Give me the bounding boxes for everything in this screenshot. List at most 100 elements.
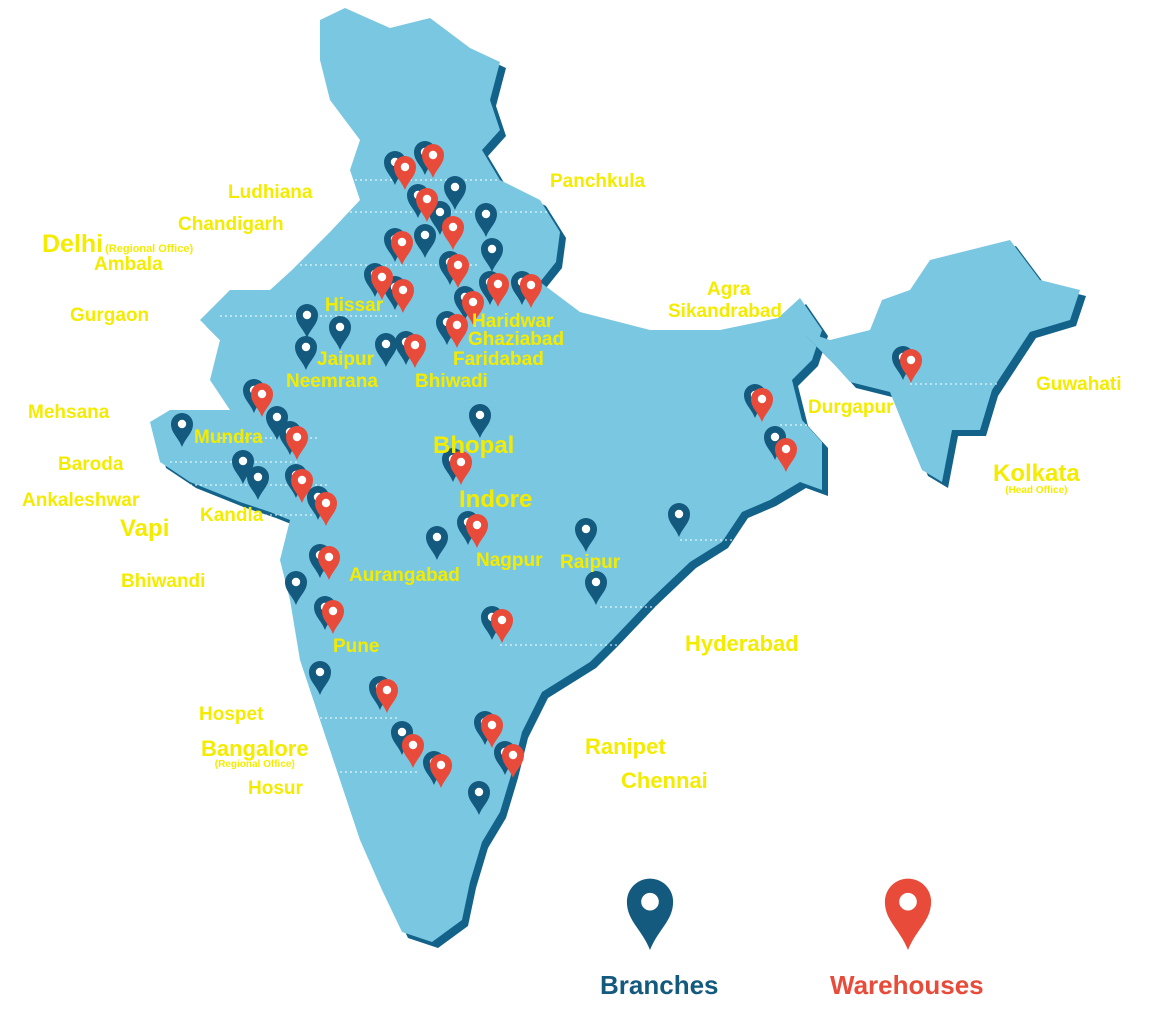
city-name: Durgapur — [808, 397, 894, 418]
city-label-haridwar: Haridwar — [472, 312, 553, 331]
city-label-bhopal: Bhopal — [433, 434, 514, 458]
city-label-gurgaon: Gurgaon — [70, 306, 149, 325]
city-name: Kolkata — [993, 460, 1080, 487]
branch-legend-icon — [626, 878, 674, 950]
branch-pin — [426, 526, 448, 560]
city-name: Sikandrabad — [668, 301, 783, 322]
city-label-aurangabad: Aurangabad — [349, 566, 460, 585]
branch-pin — [266, 406, 288, 440]
city-label-bangalore: Bangalore (Regional Office) — [201, 738, 309, 770]
city-label-delhi: Delhi (Regional Office) — [42, 232, 193, 257]
city-note: (Regional Office) — [214, 759, 295, 770]
branch-pin — [391, 721, 413, 755]
city-name: Baroda — [58, 454, 124, 475]
warehouse-pin — [391, 231, 413, 265]
city-label-sikandrabad: Sikandrabad — [668, 302, 782, 321]
branch-pin — [444, 176, 466, 210]
branch-pin — [668, 503, 690, 537]
city-label-raipur: Raipur — [560, 553, 620, 572]
branch-pin — [247, 466, 269, 500]
city-label-hissar: Hissar — [325, 296, 383, 315]
branch-pin — [475, 203, 497, 237]
warehouse-pin — [371, 266, 393, 300]
city-name: Kandla — [200, 505, 264, 526]
branch-pin — [329, 316, 351, 350]
city-name: Faridabad — [453, 349, 544, 370]
warehouse-pin — [462, 291, 484, 325]
city-name: Mundra — [194, 427, 263, 448]
warehouse-pin — [442, 216, 464, 250]
city-name: Ankaleshwar — [22, 490, 140, 511]
city-label-hospet: Hospet — [199, 705, 263, 724]
warehouse-pin — [392, 279, 414, 313]
city-label-indore: Indore — [459, 488, 532, 512]
warehouse-pin — [900, 349, 922, 383]
city-name: Neemrana — [286, 371, 378, 392]
warehouse-pin — [286, 426, 308, 460]
branch-pin — [764, 426, 786, 460]
city-label-mundra: Mundra — [194, 428, 263, 447]
city-name: Hyderabad — [685, 631, 799, 656]
warehouse-pin — [422, 144, 444, 178]
city-label-baroda: Baroda — [58, 455, 123, 474]
city-name: Ghaziabad — [468, 329, 565, 350]
warehouse-pin — [775, 438, 797, 472]
city-label-chennai: Chennai — [621, 770, 708, 792]
warehouse-pin — [450, 451, 472, 485]
warehouse-pin — [447, 254, 469, 288]
warehouse-pin — [318, 546, 340, 580]
map-pins — [171, 141, 922, 815]
city-name: Indore — [459, 486, 533, 513]
city-note: (Regional Office) — [105, 243, 194, 255]
city-name: Bangalore — [201, 736, 309, 761]
city-name: Hospet — [199, 704, 264, 725]
city-label-agra: Agra — [707, 280, 750, 299]
city-name: Gurgaon — [70, 305, 150, 326]
warehouse-pin — [376, 679, 398, 713]
city-name: Pune — [333, 636, 380, 657]
warehouse-pin — [416, 188, 438, 222]
city-name: Ambala — [94, 254, 163, 275]
warehouse-pin — [322, 600, 344, 634]
city-name: Nagpur — [476, 550, 543, 571]
city-name: Haridwar — [472, 311, 554, 332]
city-label-guwahati: Guwahati — [1036, 375, 1122, 394]
city-label-ranipet: Ranipet — [585, 736, 666, 758]
city-label-pune: Pune — [333, 637, 379, 656]
city-label-durgapur: Durgapur — [808, 398, 894, 417]
city-label-faridabad: Faridabad — [453, 350, 544, 369]
city-label-jaipur: Jaipur — [317, 350, 374, 369]
city-label-vapi: Vapi — [120, 517, 169, 541]
warehouse-pin — [502, 744, 524, 778]
city-name: Hissar — [325, 295, 384, 316]
northeast-region — [800, 240, 1080, 482]
branch-pin — [232, 450, 254, 484]
branch-pin — [171, 413, 193, 447]
city-name: Hosur — [248, 778, 303, 799]
city-name: Chandigarh — [178, 214, 284, 235]
warehouse-pin — [466, 514, 488, 548]
city-label-hosur: Hosur — [248, 779, 303, 798]
city-name: Ludhiana — [228, 182, 313, 203]
city-name: Mehsana — [28, 402, 110, 423]
city-name: Chennai — [621, 768, 708, 793]
branch-pin — [375, 333, 397, 367]
branch-pin — [296, 304, 318, 338]
city-label-kandla: Kandla — [200, 506, 263, 525]
city-name: Bhiwadi — [415, 371, 488, 392]
india-landmass — [150, 8, 1086, 948]
branch-pin — [285, 571, 307, 605]
city-label-bhiwadi: Bhiwadi — [415, 372, 488, 391]
city-label-ambala: Ambala — [94, 255, 163, 274]
city-name: Bhiwandi — [121, 571, 206, 592]
city-note: (Head Office) — [1005, 485, 1068, 496]
warehouse-pin — [430, 754, 452, 788]
warehouse-pin — [402, 734, 424, 768]
warehouse-pin — [481, 714, 503, 748]
branch-pin — [585, 571, 607, 605]
branch-pin — [468, 781, 490, 815]
city-label-kolkata: Kolkata (Head Office) — [993, 462, 1080, 496]
city-label-mehsana: Mehsana — [28, 403, 109, 422]
